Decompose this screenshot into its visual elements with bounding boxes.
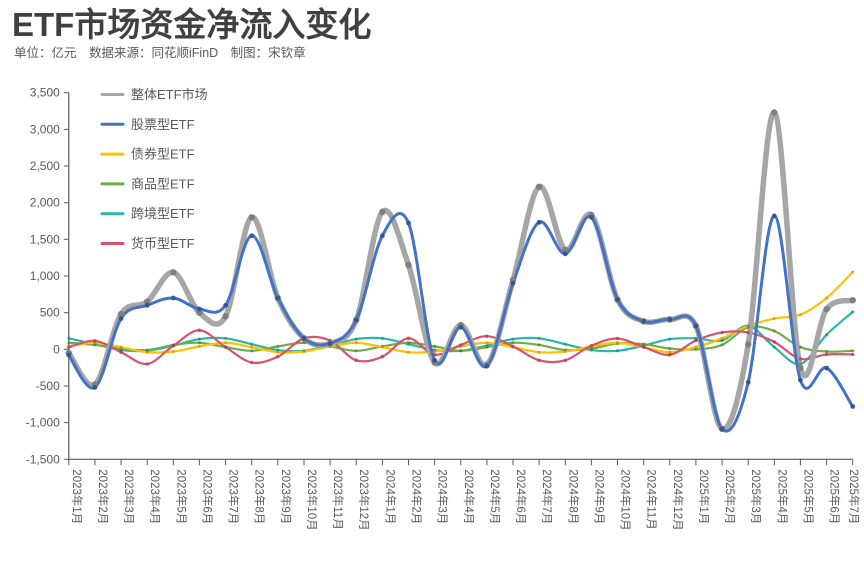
svg-text:2,000: 2,000 <box>30 196 60 210</box>
svg-text:3,000: 3,000 <box>30 122 60 136</box>
svg-text:-1,500: -1,500 <box>26 452 60 466</box>
svg-text:-1,000: -1,000 <box>26 416 60 430</box>
svg-text:2025年6月: 2025年6月 <box>828 469 842 524</box>
svg-text:整体ETF市场: 整体ETF市场 <box>131 87 208 102</box>
svg-text:2025年5月: 2025年5月 <box>801 469 815 524</box>
svg-text:2024年8月: 2024年8月 <box>566 469 580 524</box>
svg-text:2025年2月: 2025年2月 <box>723 469 737 524</box>
svg-text:2025年3月: 2025年3月 <box>749 469 763 524</box>
svg-text:2023年9月: 2023年9月 <box>279 469 293 524</box>
svg-text:2024年5月: 2024年5月 <box>488 469 502 524</box>
svg-text:2023年2月: 2023年2月 <box>96 469 110 524</box>
svg-text:2024年4月: 2024年4月 <box>462 469 476 524</box>
svg-text:2024年3月: 2024年3月 <box>436 469 450 524</box>
svg-text:2024年2月: 2024年2月 <box>410 469 424 524</box>
svg-text:1,500: 1,500 <box>30 232 60 246</box>
svg-text:2024年6月: 2024年6月 <box>514 469 528 524</box>
svg-text:2024年7月: 2024年7月 <box>540 469 554 524</box>
svg-text:2025年7月: 2025年7月 <box>847 469 861 524</box>
svg-text:2024年10月: 2024年10月 <box>619 469 633 530</box>
svg-text:2024年12月: 2024年12月 <box>671 469 685 530</box>
svg-text:-500: -500 <box>36 379 60 393</box>
svg-text:1,000: 1,000 <box>30 269 60 283</box>
svg-text:2023年1月: 2023年1月 <box>70 469 84 524</box>
svg-text:0: 0 <box>53 342 60 356</box>
svg-text:2025年1月: 2025年1月 <box>697 469 711 524</box>
svg-text:2023年5月: 2023年5月 <box>174 469 188 524</box>
svg-text:2024年11月: 2024年11月 <box>645 469 659 530</box>
svg-text:货币型ETF: 货币型ETF <box>131 236 195 251</box>
svg-text:2023年6月: 2023年6月 <box>200 469 214 524</box>
svg-text:2023年8月: 2023年8月 <box>253 469 267 524</box>
svg-text:2023年3月: 2023年3月 <box>122 469 136 524</box>
svg-text:2024年9月: 2024年9月 <box>592 469 606 524</box>
svg-text:2023年12月: 2023年12月 <box>357 469 371 530</box>
svg-text:2023年7月: 2023年7月 <box>227 469 241 524</box>
svg-text:2025年4月: 2025年4月 <box>775 469 789 524</box>
svg-text:2023年4月: 2023年4月 <box>148 469 162 524</box>
svg-text:2,500: 2,500 <box>30 159 60 173</box>
svg-text:2024年1月: 2024年1月 <box>383 469 397 524</box>
svg-text:500: 500 <box>40 306 60 320</box>
svg-text:债券型ETF: 债券型ETF <box>131 147 195 162</box>
svg-text:2023年11月: 2023年11月 <box>331 469 345 530</box>
svg-text:跨境型ETF: 跨境型ETF <box>131 206 195 221</box>
svg-text:商品型ETF: 商品型ETF <box>131 176 195 191</box>
svg-text:3,500: 3,500 <box>30 86 60 100</box>
svg-text:2023年10月: 2023年10月 <box>305 469 319 530</box>
svg-text:股票型ETF: 股票型ETF <box>131 117 195 132</box>
